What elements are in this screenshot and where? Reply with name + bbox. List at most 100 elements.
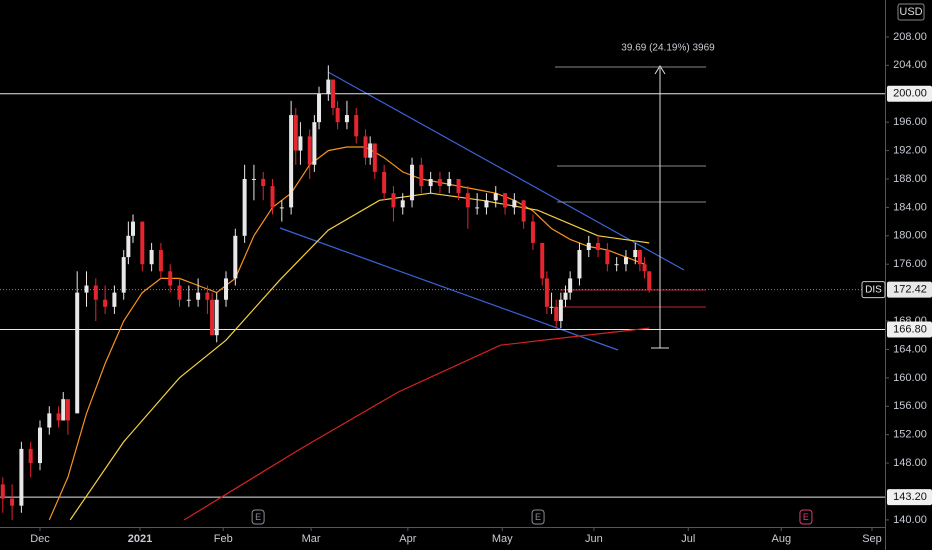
y-tick-label: 192.00 [893,144,927,156]
x-tick-label: Jul [681,533,695,545]
candle-body [568,278,573,293]
last-price-label: 172.42 [893,284,927,296]
event-badge [531,509,545,525]
candle-body [447,178,452,187]
candle-body [586,242,591,251]
y-tick-label: 152.00 [893,429,927,441]
candle-body [596,242,601,251]
candle-body [158,250,163,272]
candle-body [205,292,210,300]
candle-body [544,278,549,307]
candle-body [363,136,368,158]
trendline [327,71,685,271]
y-tick-label: 156.00 [893,400,927,412]
candle-body [503,193,508,208]
candle-body [289,115,294,208]
candle-body [456,178,461,194]
candle-body [326,79,331,94]
measure-arrowhead [654,65,666,75]
candle-body [126,235,131,258]
x-tick-label: Dec [30,533,50,545]
candle-body [307,136,312,165]
candle-body [233,235,238,279]
candle-body [317,93,322,123]
candle-body [177,285,182,300]
candle-body [637,250,642,265]
candle-body [554,306,559,322]
y-tick-label: 160.00 [893,372,927,384]
moving-average [69,192,650,521]
event-label: E [803,512,809,522]
candle-body [270,186,275,208]
candle-body [84,285,89,293]
x-tick-label: Sep [862,533,882,545]
candle-body [647,271,652,290]
candle-body [512,200,517,208]
candle-body [428,178,433,187]
y-tick-label: 180.00 [893,230,927,242]
symbol-label: DIS [865,284,882,295]
candle-body [484,200,489,208]
level-label: 143.20 [893,491,927,503]
x-tick-label: Jun [585,533,603,545]
candle-body [293,115,298,151]
candle-body [382,171,387,194]
candle-body [540,242,545,279]
candle-body [75,292,80,414]
event-badge [251,509,265,525]
level-label: 166.80 [893,323,927,335]
candle-body [168,271,173,286]
candle-body [10,498,15,506]
candle-body [410,164,415,201]
currency: USD [899,6,922,18]
candle-body [242,178,247,236]
y-tick-label: 176.00 [893,258,927,270]
candle-body [103,299,108,307]
moving-average [183,327,650,521]
candle-body [121,257,126,293]
event-badge [799,509,813,525]
x-tick-label: 2021 [128,533,152,545]
candle-body [465,193,470,208]
candle-body [19,448,24,506]
candle-body [633,250,638,258]
candle-body [530,221,535,243]
candle-body [112,292,117,307]
y-tick-label: 148.00 [893,457,927,469]
candle-body [549,306,554,308]
event-label: E [255,512,261,522]
event-label: E [535,512,541,522]
candle-body [437,178,442,187]
measure-label: 39.69 (24.19%) 3969 [621,43,715,54]
x-tick-label: Aug [772,533,792,545]
y-tick-label: 208.00 [893,31,927,43]
candle-body [577,250,582,279]
candle-body [196,292,201,300]
currency-box [897,3,925,21]
candle-body [312,122,317,165]
candle-body [623,257,628,265]
candle-body [521,200,526,222]
candle-body [391,193,396,208]
candle-body [558,299,563,322]
y-tick-label: 140.00 [893,514,927,526]
candle-body [65,399,70,421]
candle-body [400,200,405,208]
candle-body [279,207,284,209]
candle-body [61,399,66,421]
y-tick-label: 196.00 [893,116,927,128]
candle-body [419,164,424,187]
x-tick-label: Mar [302,533,321,545]
y-tick-label: 164.00 [893,343,927,355]
y-tick-label: 188.00 [893,173,927,185]
moving-average [48,146,645,521]
candle-body [0,484,5,499]
candle-body [210,299,215,336]
candle-body [47,413,52,428]
candle-body [28,448,33,464]
candle-body [251,178,256,180]
candle-body [493,193,498,201]
y-tick-label: 204.00 [893,59,927,71]
